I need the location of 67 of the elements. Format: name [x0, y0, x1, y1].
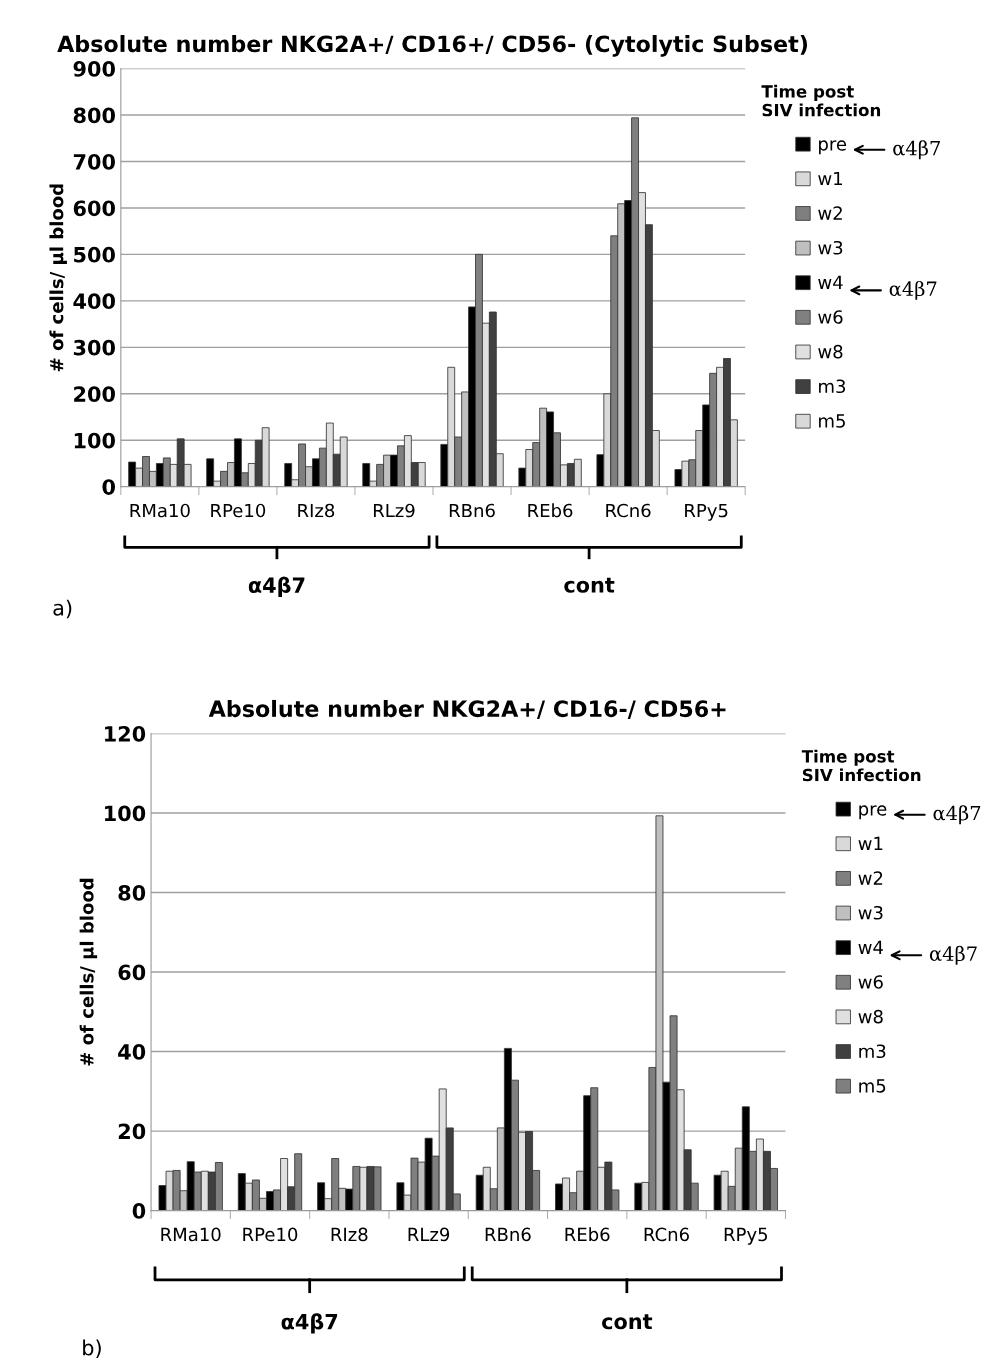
legend-label: w8: [818, 344, 843, 359]
y-tick-label: 600: [73, 200, 115, 217]
legend-label: w2: [818, 206, 842, 220]
x-tick-label: RIz8: [298, 503, 335, 518]
y-tick-label: 100: [74, 432, 115, 449]
x-tick-label: RCn6: [644, 1227, 689, 1242]
legend-label: w8: [858, 1009, 883, 1024]
legend-label: m5: [819, 414, 845, 428]
y-tick-label: 900: [73, 61, 115, 77]
x-tick-label: RLz9: [373, 503, 415, 518]
x-tick-label: RMa10: [130, 503, 190, 518]
text: α4β7: [248, 576, 305, 598]
text: b): [83, 1339, 101, 1358]
chart-title: Absolute number NKG2A+/ CD16+/ CD56- (Cytolytic Subset): [57, 35, 808, 57]
legend-label: w1: [858, 836, 883, 851]
legend-label: w1: [818, 171, 843, 186]
y-tick-label: 0: [102, 479, 115, 495]
y-tick-label: 800: [73, 107, 115, 124]
legend-label: w6: [858, 975, 883, 989]
y-tick-label: 400: [73, 293, 115, 310]
y-tick-label: 100: [105, 805, 146, 822]
legend-title: Time post SIV infection: [761, 84, 881, 117]
y-tick-label: 700: [73, 153, 115, 170]
text: α4β7: [889, 280, 937, 300]
x-tick-label: RPe10: [211, 503, 266, 518]
y-axis-title: # of cells/ µl blood: [49, 184, 67, 372]
y-tick-label: 200: [74, 386, 115, 402]
x-tick-label: RLz9: [408, 1227, 450, 1242]
text: cont: [564, 577, 615, 593]
x-tick-label: RPy5: [685, 503, 728, 521]
legend-label: m3: [859, 1044, 886, 1059]
x-tick-label: RPy5: [724, 1227, 768, 1245]
legend-label: w2: [858, 871, 883, 885]
legend-label: pre: [819, 140, 847, 155]
y-tick-label: 40: [118, 1044, 146, 1060]
legend-label: w6: [818, 310, 843, 324]
legend-title: Time post SIV infection: [801, 749, 921, 782]
y-tick-label: 0: [132, 1203, 146, 1219]
legend-label: pre: [859, 805, 887, 820]
legend-label: w3: [818, 240, 843, 255]
x-tick-label: RCn6: [606, 503, 651, 518]
y-tick-label: 120: [105, 725, 146, 742]
y-axis-title: # of cells/ µl blood: [79, 878, 98, 1066]
x-tick-label: RBn6: [449, 503, 495, 518]
text: a): [53, 599, 72, 619]
x-tick-label: RIz8: [331, 1227, 368, 1242]
text: cont: [602, 1314, 653, 1330]
text: α4β7: [933, 805, 981, 825]
y-tick-label: 300: [73, 339, 115, 356]
x-tick-label: RPe10: [243, 1227, 298, 1242]
text: α4β7: [929, 945, 977, 965]
x-tick-label: REb6: [528, 503, 573, 518]
y-tick-label: 20: [118, 1123, 146, 1140]
legend-label: w3: [858, 905, 883, 920]
y-tick-label: 500: [74, 246, 115, 263]
legend-label: m3: [819, 379, 846, 394]
y-tick-label: 80: [118, 884, 146, 901]
legend-label: w4: [858, 940, 883, 954]
chart-title: Absolute number NKG2A+/ CD16-/ CD56+: [208, 699, 726, 719]
x-tick-label: RMa10: [161, 1227, 221, 1242]
legend-label: w4: [818, 275, 843, 289]
x-tick-label: RBn6: [485, 1227, 531, 1242]
text: α4β7: [893, 140, 940, 160]
x-tick-label: REb6: [565, 1227, 610, 1242]
text: α4β7: [281, 1313, 338, 1334]
y-tick-label: 60: [118, 964, 146, 981]
legend-label: m5: [859, 1079, 886, 1093]
